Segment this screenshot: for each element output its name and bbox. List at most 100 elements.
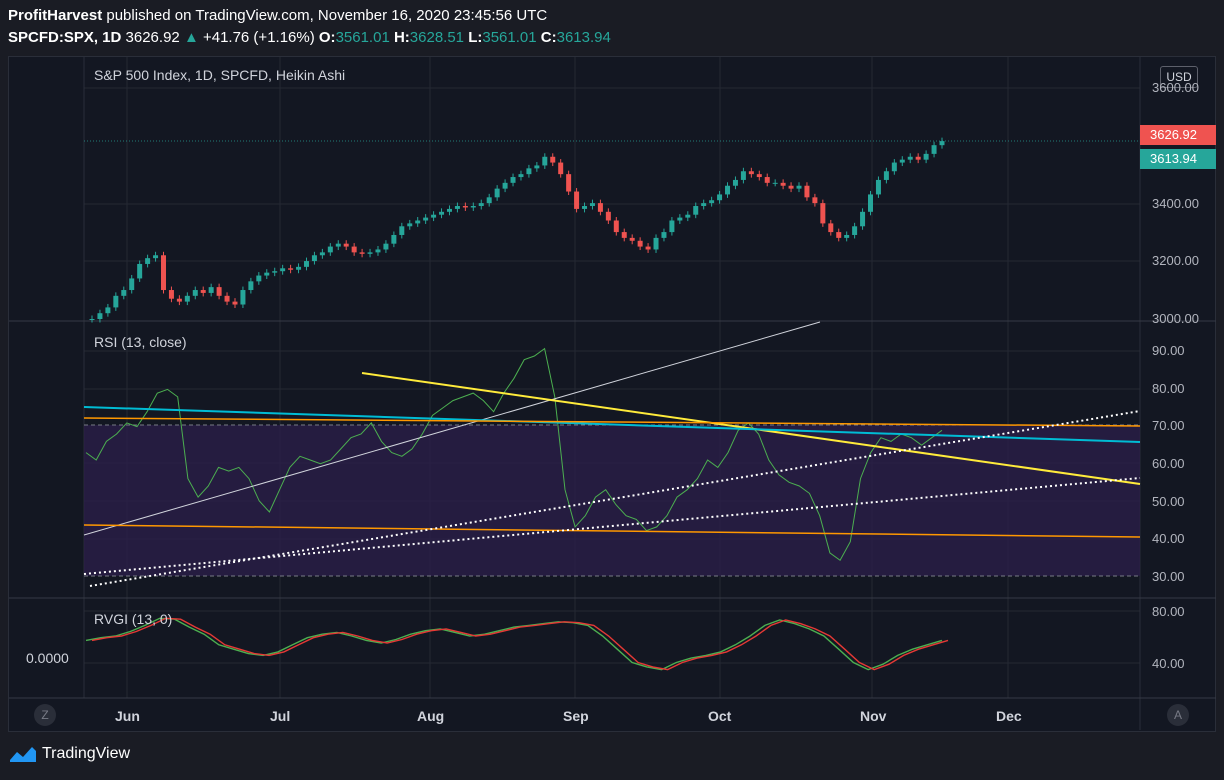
candle-body — [558, 162, 564, 175]
last-price: 3626.92 — [125, 29, 180, 46]
publisher-name[interactable]: ProfitHarvest — [8, 7, 103, 24]
candle-body — [89, 319, 95, 320]
close-label: C: — [540, 29, 557, 46]
candle-body — [153, 255, 159, 259]
candle-body — [931, 145, 937, 154]
candle-body — [597, 203, 603, 212]
candle-body — [494, 188, 500, 198]
candle-body — [446, 208, 452, 212]
candle-body — [939, 141, 945, 146]
rsi-band — [84, 425, 1140, 576]
up-arrow-icon: ▲ — [183, 29, 199, 46]
rsi-pane-title: RSI (13, close) — [94, 334, 187, 350]
candle-body — [240, 290, 246, 305]
candle-body — [836, 232, 842, 238]
candle-body — [534, 165, 540, 169]
footer-brand: TradingView — [42, 745, 131, 762]
candle-body — [661, 232, 667, 238]
candle-body — [891, 162, 897, 172]
candle-body — [248, 281, 254, 291]
high-value: 3628.51 — [409, 29, 465, 46]
candle-body — [264, 272, 270, 276]
candle-body — [677, 217, 683, 221]
rsi-axis-label: 40.00 — [1152, 531, 1185, 546]
candle-body — [343, 243, 349, 247]
candle-body — [454, 206, 460, 209]
candle-body — [582, 206, 588, 209]
trendline-dotted-lower — [83, 477, 1141, 575]
candle-body — [208, 287, 214, 293]
rsi-axis-label: 80.00 — [1152, 381, 1185, 396]
rsi-axis-label: 60.00 — [1152, 456, 1185, 471]
candle-body — [160, 255, 166, 291]
candle-body — [351, 246, 357, 253]
trendline-orange-upper — [83, 417, 1141, 427]
candle-body — [470, 206, 476, 208]
time-axis-label: Nov — [860, 708, 887, 724]
candle-body — [828, 223, 834, 233]
candle-body — [725, 185, 731, 195]
rvgi-axis-label: 80.00 — [1152, 604, 1185, 619]
low-value: 3561.01 — [482, 29, 537, 46]
candle-body — [431, 214, 437, 218]
candle-body — [645, 246, 651, 250]
candle-body — [756, 174, 762, 178]
candle-body — [256, 275, 262, 282]
candle-body — [542, 156, 548, 166]
rsi-axis-label: 70.00 — [1152, 418, 1185, 433]
candle-body — [399, 226, 405, 235]
candle-body — [574, 191, 580, 209]
candle-body — [423, 217, 429, 221]
candle-body — [335, 243, 341, 247]
rsi-axis-label: 50.00 — [1152, 494, 1185, 509]
candle-body — [232, 301, 238, 305]
candle-body — [796, 185, 802, 189]
candle-body — [415, 220, 421, 224]
tradingview-logo-icon — [10, 747, 36, 762]
high-label: H: — [393, 29, 410, 46]
currency-button[interactable]: USD — [1160, 66, 1198, 88]
rvgi-axis-label: 40.00 — [1152, 656, 1185, 671]
candle-body — [272, 271, 278, 273]
candle-body — [176, 298, 182, 302]
log-scale-button[interactable]: Z — [34, 704, 56, 726]
close-value: 3613.94 — [556, 29, 611, 46]
candle-body — [137, 263, 143, 279]
trendline-white — [83, 321, 821, 536]
candle-body — [804, 185, 810, 198]
candle-body — [145, 258, 151, 264]
candle-body — [748, 171, 754, 175]
candle-body — [669, 220, 675, 233]
auto-scale-button[interactable]: A — [1167, 704, 1189, 726]
candle-body — [764, 177, 770, 183]
rsi-axis-label: 30.00 — [1152, 569, 1185, 584]
publish-line: ProfitHarvest published on TradingView.c… — [8, 7, 547, 24]
time-axis-label: Jul — [270, 708, 291, 724]
candle-body — [518, 174, 524, 178]
symbol-line: SPCFD:SPX, 1D 3626.92 ▲ +41.76 (+1.16%) … — [8, 29, 611, 46]
price-axis-label: 3000.00 — [1152, 311, 1199, 326]
candle-body — [550, 156, 556, 163]
symbol-name[interactable]: SPCFD:SPX, 1D — [8, 29, 122, 46]
close-price-tag: 3613.94 — [1140, 149, 1216, 169]
rvgi-series — [85, 617, 949, 671]
price-axis-label: 3200.00 — [1152, 253, 1199, 268]
open-label: O: — [318, 29, 336, 46]
candle-body — [844, 234, 850, 238]
rsi-axis-label: 90.00 — [1152, 343, 1185, 358]
candle-body — [701, 203, 707, 207]
candle-body — [319, 252, 325, 256]
price-axis-label: 3400.00 — [1152, 196, 1199, 211]
candle-body — [693, 206, 699, 215]
candle-body — [184, 295, 190, 302]
time-axis-label: Oct — [708, 708, 732, 724]
candle-body — [589, 203, 595, 207]
tradingview-logo[interactable]: TradingView — [8, 744, 130, 764]
rsi-line — [85, 347, 943, 562]
candle-body — [915, 156, 921, 160]
chart-frame[interactable] — [8, 56, 1216, 732]
price-change: +41.76 (+1.16%) — [202, 29, 315, 46]
trendline-cyan — [83, 406, 1141, 443]
candle-body — [907, 156, 913, 160]
